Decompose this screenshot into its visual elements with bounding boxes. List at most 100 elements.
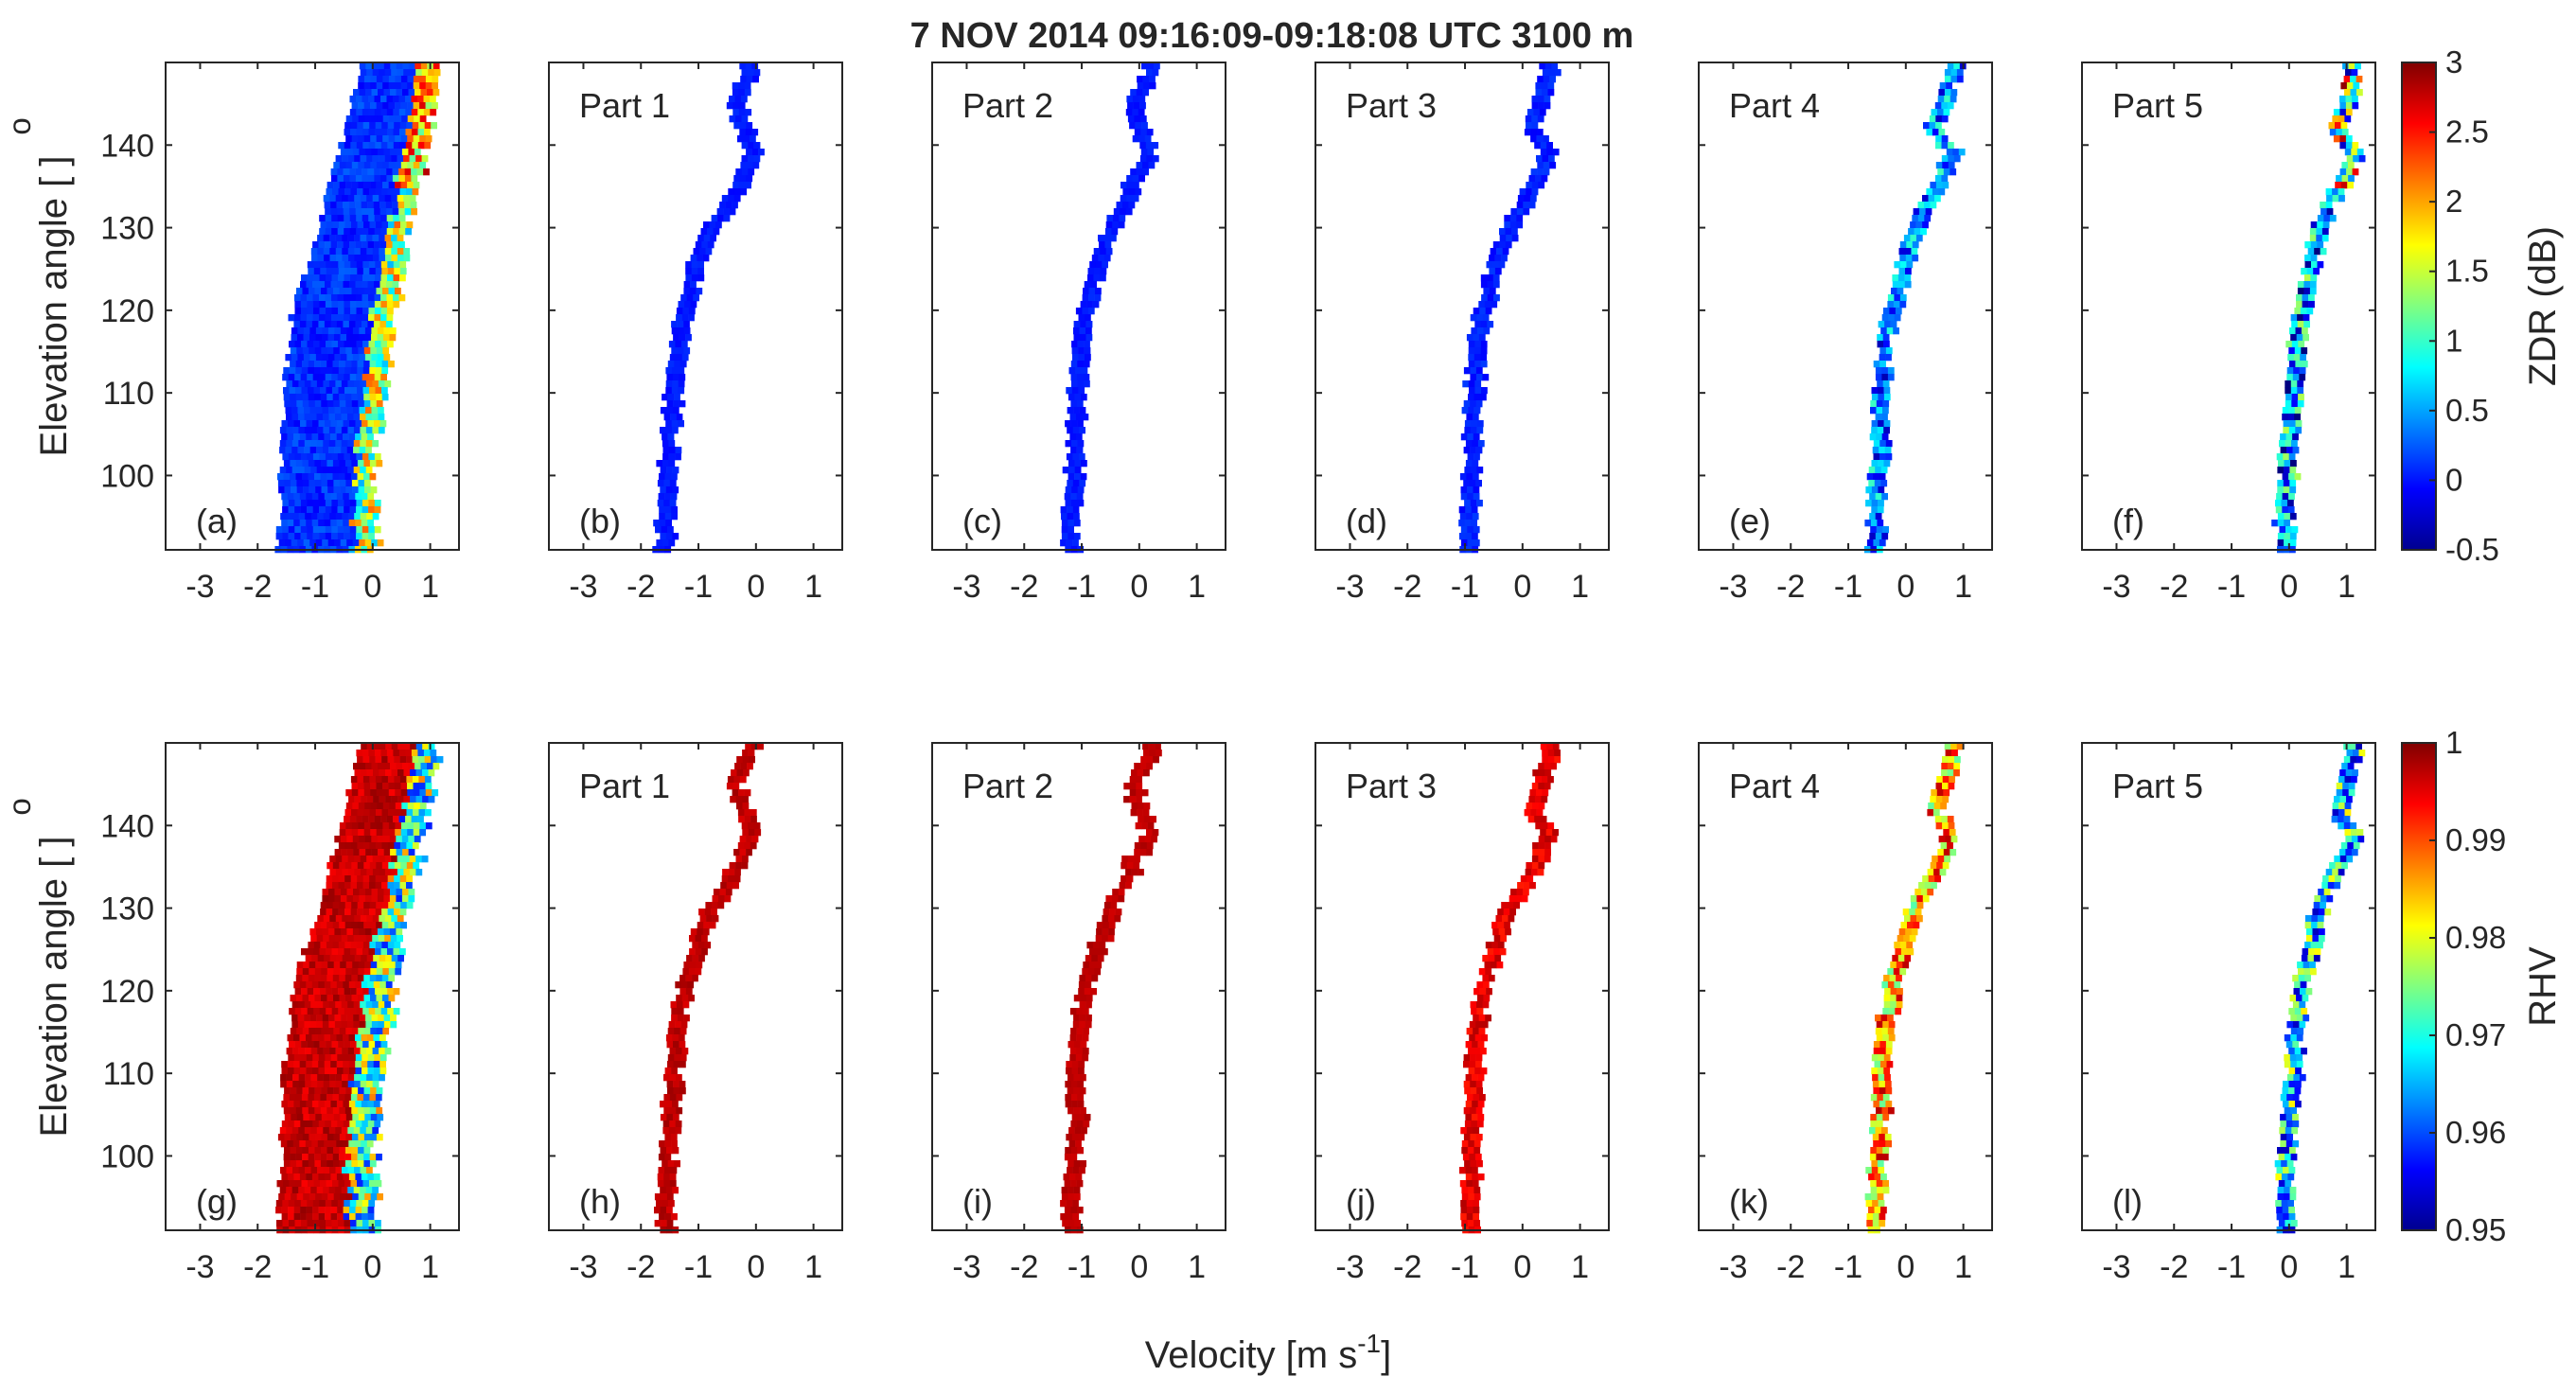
heatmap-cell <box>333 995 340 1002</box>
heatmap-cell <box>1903 235 1911 242</box>
heatmap-cell <box>1128 188 1136 196</box>
x-tick-label: 1 <box>421 569 439 605</box>
heatmap-cell <box>682 1001 690 1009</box>
heatmap-cell <box>754 829 762 837</box>
heatmap-cell <box>342 856 348 863</box>
heatmap-cell <box>2303 1015 2310 1022</box>
heatmap-cell <box>689 935 696 943</box>
heatmap-cell <box>353 935 361 943</box>
heatmap-cell <box>1953 62 1961 70</box>
heatmap-cell <box>371 539 378 547</box>
heatmap-cell <box>301 1220 308 1227</box>
heatmap-cell <box>350 188 358 196</box>
heatmap-cell <box>391 743 398 750</box>
heatmap-cell <box>319 1041 326 1049</box>
heatmap-cell <box>290 1147 297 1155</box>
heatmap-cell <box>2289 513 2297 521</box>
heatmap-cell <box>275 1207 282 1214</box>
heatmap-cell <box>344 1180 351 1188</box>
heatmap-cell <box>688 308 696 315</box>
heatmap-cell <box>737 842 745 850</box>
heatmap-cell <box>376 76 383 83</box>
heatmap-cell <box>349 1054 357 1062</box>
heatmap-cell <box>356 129 363 136</box>
heatmap-cell <box>1095 261 1103 269</box>
heatmap-cell <box>2325 202 2333 209</box>
heatmap-cell <box>313 268 321 275</box>
heatmap-cell <box>348 1173 356 1181</box>
heatmap-cell <box>362 816 369 823</box>
heatmap-cell <box>2283 1081 2289 1088</box>
heatmap-cell <box>326 948 332 956</box>
heatmap-cell <box>349 241 356 249</box>
heatmap-cell <box>1458 520 1465 527</box>
heatmap-cell <box>1885 1140 1892 1148</box>
heatmap-cells <box>274 62 441 554</box>
heatmap-cell <box>296 288 303 295</box>
heatmap-cell <box>326 480 334 487</box>
heatmap-cell <box>382 347 390 355</box>
heatmap-cell <box>1076 1028 1084 1035</box>
heatmap-cell <box>362 1054 369 1062</box>
heatmap-cell <box>734 763 741 770</box>
heatmap-cell <box>750 816 757 823</box>
heatmap-cell <box>310 1001 317 1009</box>
heatmap-cell <box>1480 1068 1488 1075</box>
heatmap-cell <box>707 228 714 236</box>
heatmap-cell <box>344 902 352 909</box>
heatmap-cell <box>350 875 358 883</box>
heatmap-cell <box>1066 1213 1073 1221</box>
heatmap-cell <box>338 988 344 996</box>
heatmap-cell <box>288 500 295 507</box>
heatmap-cell <box>2335 182 2341 189</box>
heatmap-cell <box>693 294 699 302</box>
heatmap-cell <box>289 1180 296 1188</box>
colorbar-tick-label: 0.98 <box>2445 920 2506 955</box>
heatmap-cell <box>290 394 296 401</box>
heatmap-cell <box>399 122 407 130</box>
heatmap-cell <box>386 241 393 249</box>
heatmap-cell <box>1079 1001 1086 1009</box>
heatmap-cell <box>330 241 338 249</box>
heatmap-cell <box>399 188 407 196</box>
heatmap-cell <box>1485 308 1492 315</box>
heatmap-cell <box>1922 875 1929 883</box>
heatmap-cell <box>346 895 354 903</box>
heatmap-cell <box>342 869 349 876</box>
panel-tag: (d) <box>1346 502 1387 540</box>
heatmap-cell <box>414 836 421 843</box>
heatmap-cell <box>340 334 347 342</box>
heatmap-cell <box>325 294 332 302</box>
heatmap-cell <box>1126 175 1133 183</box>
heatmap-cell <box>1864 520 1872 527</box>
heatmap-cell <box>742 856 749 863</box>
heatmap-cell <box>310 248 318 256</box>
heatmap-cell <box>365 935 373 943</box>
heatmap-cell <box>656 539 663 547</box>
heatmap-cell <box>387 756 395 764</box>
heatmap-cell <box>1900 922 1908 929</box>
heatmap-cell <box>1080 334 1086 342</box>
heatmap-cell <box>314 400 322 408</box>
heatmap-cell <box>1533 109 1541 116</box>
heatmap-cell <box>1552 829 1559 837</box>
heatmap-cell <box>310 935 317 943</box>
heatmap-cell <box>337 453 344 461</box>
heatmap-cell <box>354 248 362 256</box>
heatmap-cell <box>381 922 389 929</box>
heatmap-cell <box>1880 1207 1887 1214</box>
heatmap-cell <box>318 420 326 428</box>
heatmap-cell <box>1472 1173 1479 1181</box>
heatmap-cell <box>363 922 370 929</box>
heatmap-cell <box>670 1134 678 1141</box>
heatmap-cell <box>334 1021 342 1029</box>
heatmap-cell <box>711 909 717 916</box>
heatmap-cell <box>2343 816 2351 823</box>
heatmap-cell <box>2284 460 2291 468</box>
heatmap-cell <box>343 168 350 176</box>
heatmap-cell <box>306 1054 313 1062</box>
heatmap-cell <box>355 1173 362 1181</box>
heatmap-cell <box>344 215 350 222</box>
heatmap-cell <box>358 82 364 90</box>
heatmap-cell <box>688 968 696 976</box>
